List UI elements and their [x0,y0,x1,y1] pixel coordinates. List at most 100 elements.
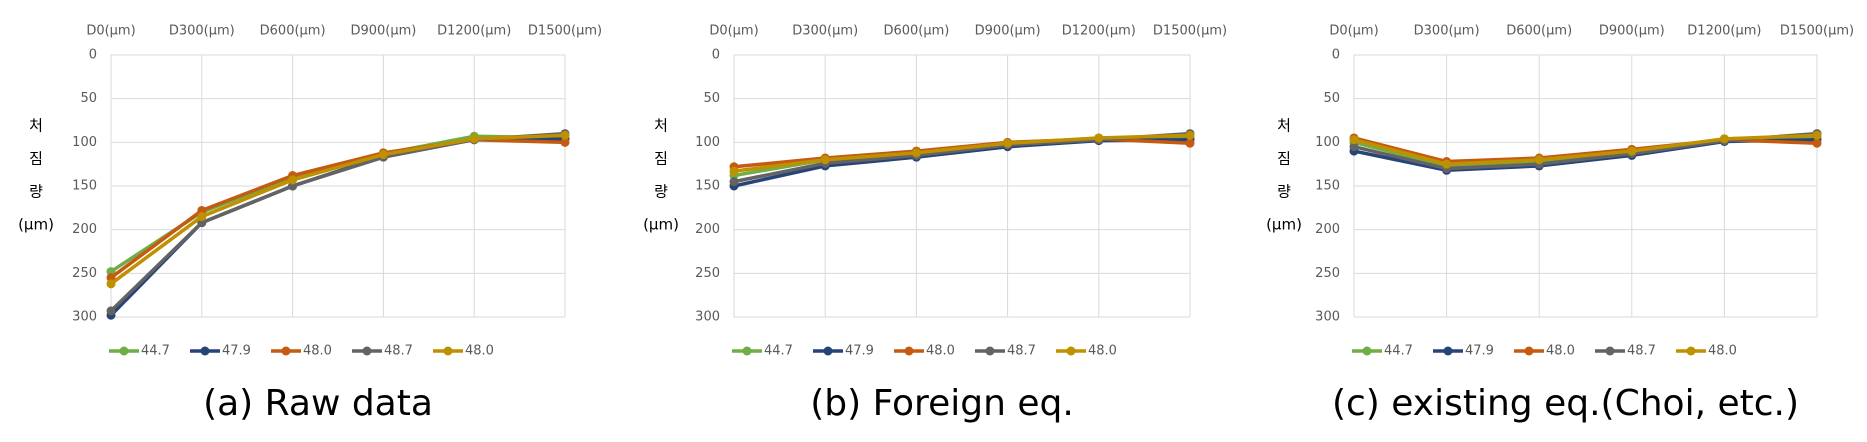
y-tick-label: 0 [1332,48,1340,63]
point [729,166,739,176]
legend-marker [443,346,453,356]
y-tick-label: 100 [72,135,97,150]
legend-label: 48.7 [1007,344,1036,359]
y-tick-label: 50 [80,91,97,106]
point [197,212,207,222]
legend-label: 47.9 [1465,344,1494,359]
legend-label: 48.0 [1088,344,1117,359]
legend-label: 48.7 [1627,344,1656,359]
legend-label: 44.7 [764,344,793,359]
y-axis-label: 짐 [29,150,43,168]
y-tick-label: 300 [1315,310,1340,325]
y-tick-label: 150 [695,179,720,194]
y-tick-label: 250 [72,266,97,281]
point [1534,155,1544,165]
x-tick-label: D1200(μm) [1687,24,1761,39]
legend-label: 48.0 [303,344,332,359]
y-tick-label: 300 [72,310,97,325]
legend-label: 47.9 [222,344,251,359]
y-tick-label: 250 [1315,266,1340,281]
x-tick-label: D0(μm) [86,24,135,39]
legend-label: 48.0 [1708,344,1737,359]
caption: (b) Foreign eq. [810,383,1074,424]
x-tick-label: D900(μm) [1599,24,1665,39]
chart-panel: 0 50 100 150 200 250 300 D0(μm) D300(μm) D600(μm)… [1266,24,1854,425]
point [1627,146,1637,156]
legend-marker [119,346,129,356]
caption: (a) Raw data [203,383,433,424]
y-axis-label: 짐 [1277,150,1291,168]
point [1185,138,1195,148]
x-tick-label: D600(μm) [260,24,326,39]
y-tick-label: 100 [1315,135,1340,150]
point [1812,138,1822,148]
y-tick-label: 200 [72,222,97,237]
y-tick-label: 100 [695,135,720,150]
series-line [109,131,566,313]
legend-label: 44.7 [141,344,170,359]
y-axis-label: (μm) [18,216,54,234]
y-axis-label: (μm) [1266,216,1302,234]
legend-label: 48.0 [926,344,955,359]
series-line [109,133,566,286]
point [820,155,830,165]
x-tick-label: D300(μm) [1414,24,1480,39]
y-axis-label: 짐 [654,150,668,168]
y-axis-label: 량 [29,183,43,201]
legend-marker [1686,346,1696,356]
legend-marker [904,346,914,356]
point [469,134,479,144]
legend-marker [1066,346,1076,356]
x-tick-label: D0(μm) [709,24,758,39]
y-tick-label: 200 [1315,222,1340,237]
x-tick-label: D1500(μm) [1153,24,1227,39]
legend-marker [1362,346,1372,356]
y-tick-label: 50 [703,91,720,106]
legend-label: 44.7 [1384,344,1413,359]
legend-marker [1605,346,1615,356]
point [1812,130,1822,140]
point [911,148,921,158]
x-tick-label: D300(μm) [169,24,235,39]
point [1094,133,1104,143]
legend-marker [1524,346,1534,356]
series-line [733,133,1191,173]
y-tick-label: 0 [89,48,97,63]
x-tick-label: D900(μm) [975,24,1041,39]
y-axis-label: 량 [1277,183,1291,201]
legend-marker [742,346,752,356]
point [288,175,298,185]
x-tick-label: D600(μm) [883,24,949,39]
point [378,150,388,160]
point [106,279,116,289]
y-tick-label: 150 [1315,179,1340,194]
point [1442,159,1452,169]
point [1349,135,1359,145]
legend-marker [281,346,291,356]
point [1349,142,1359,152]
chart-panel: 0 50 100 150 200 250 300 D0(μm) D300(μm) D600(μm)… [18,24,602,425]
y-tick-label: 0 [712,48,720,63]
y-tick-label: 300 [695,310,720,325]
legend-marker [1443,346,1453,356]
series-line [110,134,566,274]
x-tick-label: D300(μm) [792,24,858,39]
point [560,137,570,147]
x-tick-label: D1200(μm) [1062,24,1136,39]
y-tick-label: 50 [1323,91,1340,106]
series-line [109,137,566,280]
point [560,130,570,140]
y-axis-label: (μm) [643,216,679,234]
legend-marker [200,346,210,356]
point [1719,134,1729,144]
series-line [1353,133,1818,166]
y-tick-label: 200 [695,222,720,237]
y-axis-label: 처 [654,117,668,135]
legend-label: 48.0 [465,344,494,359]
point [1003,138,1013,148]
point [729,177,739,187]
y-axis-label: 처 [29,117,43,135]
point [1185,130,1195,140]
caption: (c) existing eq.(Choi, etc.) [1332,383,1799,424]
